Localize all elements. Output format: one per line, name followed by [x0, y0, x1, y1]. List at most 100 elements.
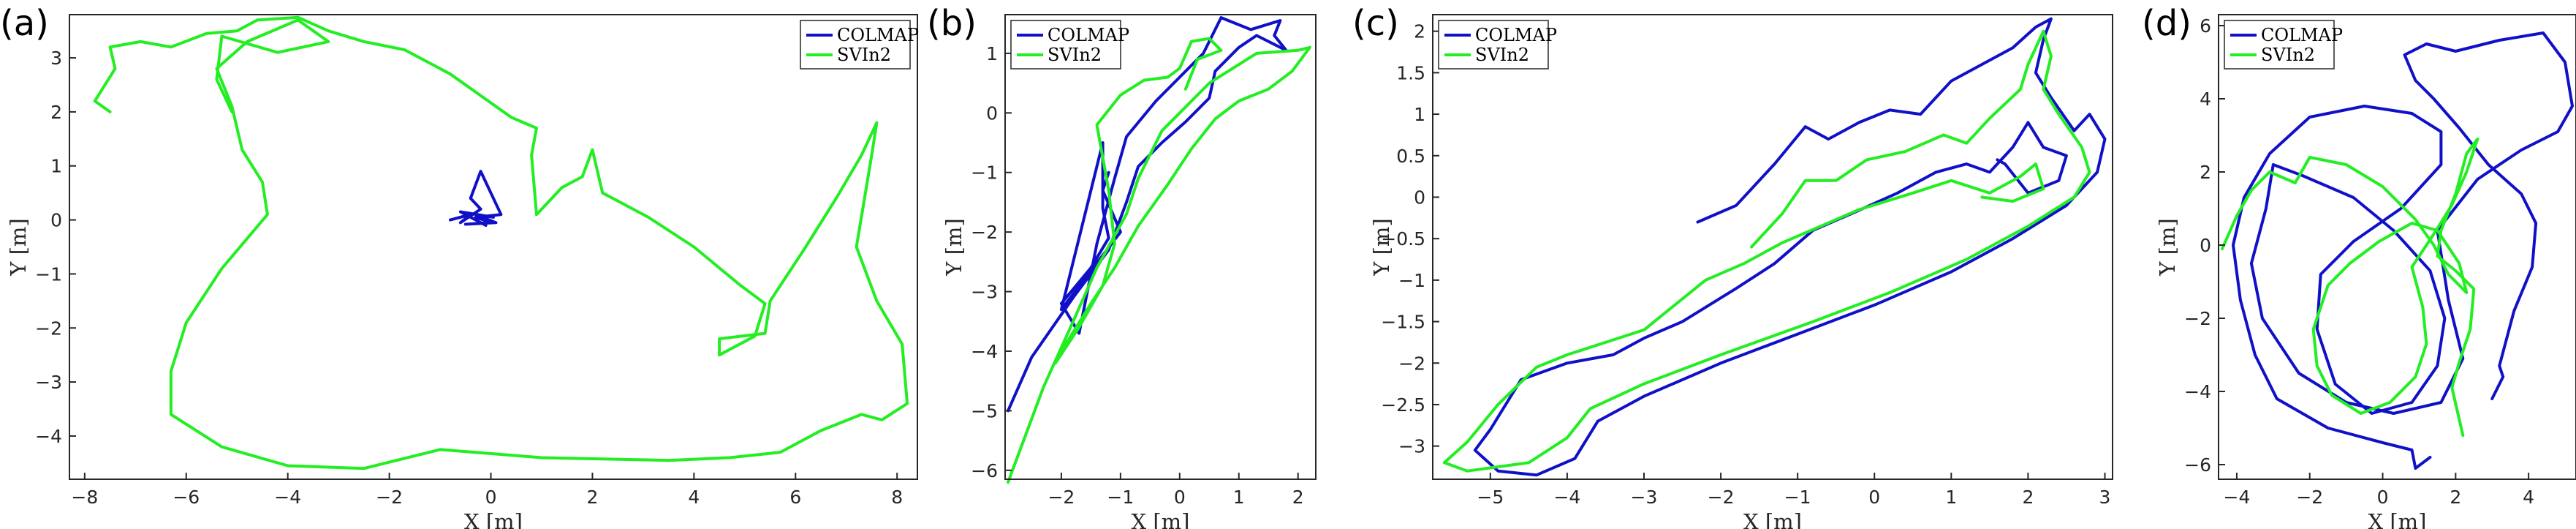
- x-tick-label: 4: [2523, 487, 2534, 508]
- x-axis-label: X [m]: [1743, 509, 1802, 529]
- x-tick-label: −2: [376, 487, 403, 508]
- series-line-svin2: [1007, 37, 1311, 484]
- x-tick-label: −4: [1553, 487, 1580, 508]
- legend-entry: COLMAP: [837, 25, 919, 45]
- x-tick-label: 8: [891, 487, 903, 508]
- x-tick-label: −4: [2224, 487, 2251, 508]
- y-tick-label: −4: [971, 341, 998, 362]
- y-tick-label: 0: [50, 210, 62, 231]
- y-tick-label: 1: [1414, 104, 1425, 125]
- y-tick-label: 4: [2200, 89, 2211, 110]
- legend-entry: SVIn2: [2261, 45, 2315, 65]
- legend-box: [1010, 20, 1121, 70]
- y-tick-label: −3: [35, 372, 62, 393]
- series-line-svin2: [93, 15, 909, 470]
- x-tick-label: 1: [1945, 487, 1957, 508]
- y-tick-label: −0.5: [1381, 228, 1425, 250]
- x-tick-label: −2: [1708, 487, 1735, 508]
- x-tick-label: −1: [1784, 487, 1811, 508]
- x-tick-label: −2: [2296, 487, 2323, 508]
- y-tick-label: −2: [971, 222, 998, 243]
- x-tick-label: 2: [1292, 487, 1304, 508]
- series-line-colmap: [1473, 17, 2107, 477]
- x-axis-label: X [m]: [2368, 509, 2427, 529]
- series-line-colmap: [1007, 16, 1288, 413]
- x-tick-label: −5: [1477, 487, 1504, 508]
- y-tick-label: −4: [2184, 381, 2211, 402]
- y-tick-label: 1: [50, 156, 62, 177]
- y-tick-label: −2: [1398, 353, 1425, 374]
- x-tick-label: −6: [173, 487, 200, 508]
- x-tick-label: 1: [1233, 487, 1245, 508]
- legend-entry: SVIn2: [837, 45, 891, 65]
- legend-entry: SVIn2: [1475, 45, 1529, 65]
- legend-box: [800, 20, 911, 70]
- y-tick-label: −2: [2184, 308, 2211, 329]
- y-tick-label: 0.5: [1396, 146, 1425, 167]
- y-tick-label: −1: [1398, 270, 1425, 291]
- y-axis-label: Y [m]: [2155, 218, 2180, 277]
- series-line-colmap: [2232, 31, 2574, 470]
- y-tick-label: −3: [1398, 436, 1425, 457]
- x-tick-label: 6: [789, 487, 801, 508]
- x-tick-label: −2: [1048, 487, 1075, 508]
- series-line-svin2: [2221, 138, 2480, 437]
- y-tick-label: −1.5: [1381, 312, 1425, 333]
- y-tick-label: 1: [986, 43, 998, 64]
- x-tick-label: −1: [1107, 487, 1134, 508]
- plot-frame: [69, 14, 918, 480]
- legend-entry: COLMAP: [1475, 25, 1557, 45]
- y-axis-label: Y [m]: [6, 218, 31, 277]
- y-tick-label: 3: [50, 48, 62, 69]
- x-tick-label: 2: [586, 487, 598, 508]
- y-axis-label: Y [m]: [942, 218, 966, 277]
- y-tick-label: −6: [2184, 454, 2211, 476]
- panel-label: (c): [1352, 3, 1399, 44]
- chart-panel: −5 −4 −3 −2 −1 0 1 2 3 −3 −2.5 −2 −1.5 −1 −0.5 0 0.5 1 1.5…: [1352, 3, 2113, 529]
- y-tick-label: −3: [971, 282, 998, 303]
- y-tick-label: −1: [971, 162, 998, 184]
- x-axis-label: X [m]: [464, 509, 523, 529]
- y-tick-label: −4: [35, 426, 62, 447]
- x-tick-label: 2: [2022, 487, 2034, 508]
- x-tick-label: 0: [485, 487, 497, 508]
- y-tick-label: −6: [971, 460, 998, 481]
- y-axis-label: Y [m]: [1369, 218, 1394, 277]
- legend-box: [1438, 20, 1549, 70]
- y-tick-label: −5: [971, 400, 998, 421]
- x-tick-label: −8: [71, 487, 98, 508]
- legend-entry: SVIn2: [1048, 45, 1102, 65]
- y-tick-label: 0: [2200, 235, 2211, 256]
- y-tick-label: 2: [50, 102, 62, 123]
- y-tick-label: 2: [1414, 21, 1425, 42]
- y-tick-label: 2: [2200, 162, 2211, 183]
- x-tick-label: 0: [1174, 487, 1186, 508]
- series-line-svin2: [1442, 29, 2091, 473]
- panel-label: (d): [2142, 3, 2192, 44]
- x-tick-label: 4: [688, 487, 700, 508]
- plot-frame: [1432, 14, 2113, 480]
- y-tick-label: −2.5: [1381, 394, 1425, 416]
- x-tick-label: 0: [1868, 487, 1880, 508]
- y-tick-label: 0: [986, 102, 998, 124]
- chart-panel: −2 −1 0 1 2 −6 −5 −4 −3 −2 −1 0 1 X [m] Y [m] (b) COLMAP…: [927, 3, 1317, 529]
- chart-panel: −4 −2 0 2 4 −6 −4 −2 0 2 4 6 X [m] Y [m] (d) COLMAPSVIn…: [2142, 3, 2576, 529]
- y-tick-label: 0: [1414, 187, 1425, 208]
- y-tick-label: −1: [35, 263, 62, 285]
- x-tick-label: 0: [2377, 487, 2389, 508]
- legend-entry: COLMAP: [1048, 25, 1129, 45]
- x-tick-label: 2: [2450, 487, 2461, 508]
- y-tick-label: 1.5: [1396, 62, 1425, 83]
- x-tick-label: −4: [274, 487, 301, 508]
- x-tick-label: 3: [2099, 487, 2111, 508]
- panel-label: (b): [927, 3, 977, 44]
- x-axis-label: X [m]: [1132, 509, 1190, 529]
- plot-frame: [1004, 14, 1317, 480]
- legend-entry: COLMAP: [2261, 25, 2343, 45]
- legend-box: [2224, 20, 2335, 70]
- y-tick-label: 6: [2200, 15, 2211, 37]
